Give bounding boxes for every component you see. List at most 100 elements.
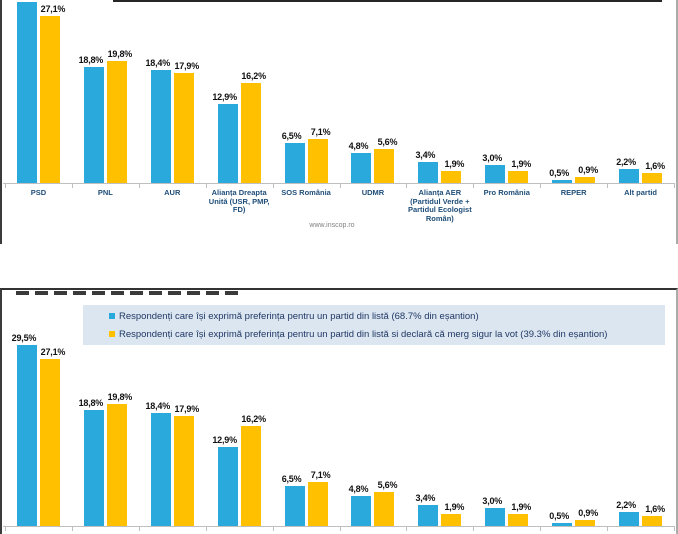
bar-value-label: 19,8% [107,49,133,59]
bar-yellow-8 [575,177,596,183]
bar-yellow-9 [642,173,663,183]
bar-value-label: 4,8% [348,141,369,151]
x-axis [3,183,675,184]
category-label: SOS România [281,188,331,197]
bar-blue-9 [619,512,640,526]
bar-plot-bottom: 29,5% 27,1% 18,8% 19,8% 18,4% 17,9% 12,9% 16,2%… [2,290,676,534]
bar-value-label: 5,6% [377,137,398,147]
bar-value-label: 0,9% [578,165,598,175]
bar-blue-1 [83,410,104,526]
bar-value-label: 3,4% [415,493,436,503]
bar-value-label: 0,9% [578,508,598,518]
bar-blue-3 [217,447,238,526]
bar-blue-9 [619,169,640,183]
bar-value-label: 1,6% [645,161,665,171]
bar-value-label: 16,2% [241,71,266,81]
bar-blue-7 [485,165,506,183]
chart-bottom-cropped: Respondenți care își exprimă preferința … [0,288,678,534]
bar-blue-6 [418,505,439,526]
category-label: AUR [164,188,181,197]
axis-tick [473,184,475,188]
bar-value-label: 27,1% [40,347,66,357]
bar-blue-2 [150,70,171,183]
bar-value-label: 1,9% [444,159,465,169]
axis-tick [71,527,73,531]
bar-value-label: 7,1% [310,127,331,137]
chart-legend: Respondenți care își exprimă preferința … [83,305,665,345]
bar-blue-8 [552,523,573,526]
category-label: REPER [560,188,587,197]
bar-blue-3 [217,104,238,183]
bar-value-label: 18,4% [145,58,171,68]
bar-blue-5 [351,496,372,526]
chart-top-cropped: 29,5%27,1%PSD18,8%19,8%PNL18,4%17,9%AUR1… [0,0,678,244]
bar-yellow-7 [508,171,529,183]
cropped-title-remnant [16,291,244,295]
bar-value-label: 2,2% [616,500,636,510]
bar-value-label: 17,9% [174,404,200,414]
category-label: Alt partid [624,188,657,197]
bar-yellow-6 [441,171,462,183]
bar-yellow-5 [374,149,395,183]
bar-value-label: 6,5% [281,131,302,141]
legend-item-label: Respondenți care își exprimă preferința … [119,328,608,340]
axis-tick [674,527,675,531]
axis-tick [339,527,341,531]
bar-yellow-2 [173,416,194,526]
axis-tick [272,184,274,188]
bar-blue-1 [83,67,104,183]
bar-value-label: 12,9% [212,435,237,445]
bar-value-label: 1,9% [444,502,465,512]
bar-blue-4 [284,143,305,183]
bar-yellow-7 [508,514,529,526]
axis-tick [71,184,73,188]
axis-tick [5,184,6,188]
x-axis [3,526,675,527]
axis-tick [607,527,609,531]
bar-yellow-9 [642,516,663,526]
bar-value-label: 6,5% [281,474,302,484]
bar-value-label: 17,9% [174,61,200,71]
category-label: Alianța AER (Partidul Verde + Partidul E… [407,188,472,223]
bar-yellow-5 [374,492,395,526]
bar-yellow-4 [307,139,328,183]
bar-yellow-3 [240,83,261,183]
bar-yellow-3 [240,426,261,526]
bar-value-label: 18,4% [145,401,171,411]
watermark-text: www.inscop.ro [309,222,355,229]
axis-tick [138,527,140,531]
bar-yellow-6 [441,514,462,526]
axis-tick [339,184,341,188]
bar-value-label: 27,1% [40,4,66,14]
bar-yellow-0 [39,16,60,183]
bar-value-label: 1,6% [645,504,665,514]
bar-value-label: 19,8% [107,392,133,402]
bar-blue-6 [418,162,439,183]
category-label: Alianța Dreapta Unită (USR, PMP, FD) [208,188,270,214]
bar-value-label: 1,9% [511,502,532,512]
axis-tick [607,184,609,188]
axis-tick [540,527,542,531]
bar-plot-top: 29,5%27,1%PSD18,8%19,8%PNL18,4%17,9%AUR1… [2,0,676,244]
bar-value-label: 7,1% [310,470,331,480]
bar-value-label: 2,2% [616,157,636,167]
bar-yellow-1 [106,61,127,183]
category-label: PSD [30,188,47,197]
bar-value-label: 18,8% [78,55,104,65]
legend-item-sure-vote: Respondenți care își exprimă preferința … [83,329,665,340]
axis-tick [5,527,6,531]
bar-value-label: 29,5% [11,333,37,343]
legend-marker-yellow-icon [109,331,115,337]
bar-value-label: 4,8% [348,484,369,494]
bar-value-label: 3,0% [482,153,503,163]
axis-tick [473,527,475,531]
bar-blue-0 [16,345,37,526]
bar-value-label: 3,0% [482,496,503,506]
bar-blue-8 [552,180,573,183]
cropped-text-remnant [113,0,662,2]
bar-yellow-2 [173,73,194,183]
axis-tick [674,184,675,188]
bar-value-label: 3,4% [415,150,436,160]
axis-tick [406,527,408,531]
axis-tick [205,527,207,531]
